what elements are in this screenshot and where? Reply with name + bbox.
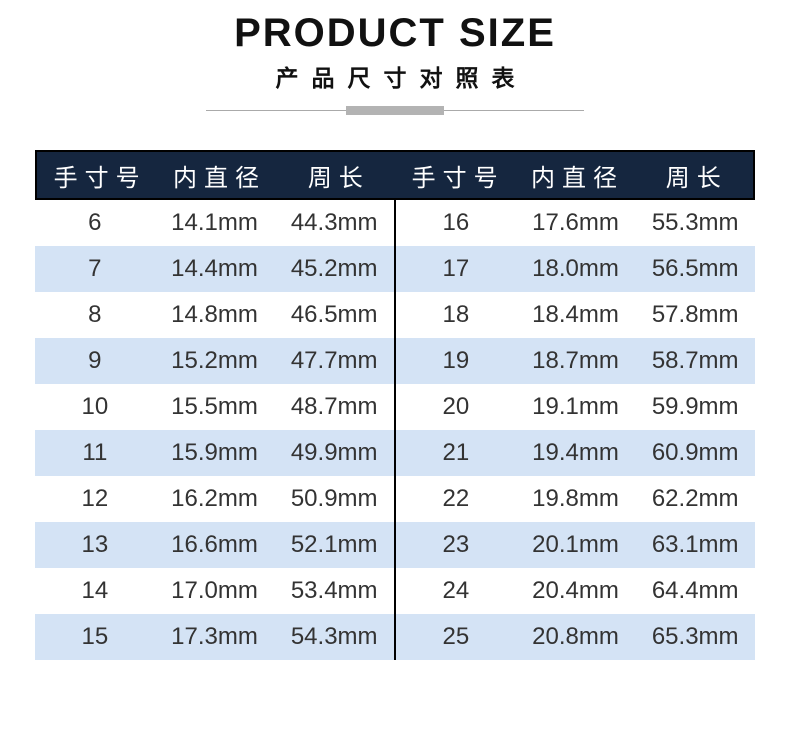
size-cell: 16	[442, 209, 470, 236]
table-row: 24 20.4mm 64.4mm	[396, 568, 755, 614]
size-cell: 17	[442, 255, 470, 282]
size-cell: 11	[82, 439, 108, 466]
diameter-cell: 19.8mm	[532, 485, 619, 512]
diameter-cell: 14.1mm	[171, 209, 258, 236]
diameter-cell: 18.0mm	[532, 255, 619, 282]
divider-center-bar	[346, 106, 444, 115]
diameter-cell: 17.6mm	[532, 209, 619, 236]
size-cell: 20	[442, 393, 470, 420]
diameter-cell: 20.4mm	[532, 577, 619, 604]
circumference-cell: 50.9mm	[290, 485, 378, 512]
size-cell: 22	[442, 485, 470, 512]
circumference-cell: 56.5mm	[651, 255, 739, 282]
circumference-cell: 54.3mm	[290, 623, 378, 650]
table-row: 18 18.4mm 57.8mm	[396, 292, 755, 338]
size-cell: 23	[442, 531, 470, 558]
header-cell-circumference-right: 周长	[665, 164, 728, 192]
circumference-cell: 55.3mm	[651, 209, 739, 236]
table-row: 16 17.6mm 55.3mm	[396, 200, 755, 246]
circumference-cell: 48.7mm	[290, 393, 378, 420]
size-cell: 24	[442, 577, 470, 604]
table-row: 15 17.3mm 54.3mm	[35, 614, 394, 660]
size-cell: 10	[81, 393, 109, 420]
diameter-cell: 16.2mm	[171, 485, 258, 512]
table-row: 17 18.0mm 56.5mm	[396, 246, 755, 292]
circumference-cell: 47.7mm	[290, 347, 378, 374]
diameter-cell: 14.8mm	[171, 301, 258, 328]
diameter-cell: 18.4mm	[532, 301, 619, 328]
table-row: 25 20.8mm 65.3mm	[396, 614, 755, 660]
size-cell: 9	[88, 347, 102, 374]
circumference-cell: 65.3mm	[651, 623, 739, 650]
table-row: 21 19.4mm 60.9mm	[396, 430, 755, 476]
table-row: 20 19.1mm 59.9mm	[396, 384, 755, 430]
circumference-cell: 49.9mm	[290, 439, 378, 466]
circumference-cell: 46.5mm	[290, 301, 378, 328]
size-cell: 21	[442, 439, 470, 466]
size-cell: 8	[88, 301, 102, 328]
diameter-cell: 14.4mm	[171, 255, 258, 282]
circumference-cell: 53.4mm	[290, 577, 378, 604]
table-header-row: 手寸号 内直径 周长 手寸号 内直径 周长	[35, 150, 755, 200]
circumference-cell: 57.8mm	[651, 301, 739, 328]
ring-size-table: 手寸号 内直径 周长 手寸号 内直径 周长 6 14.1mm 44.3mm 7 14.4…	[35, 150, 755, 660]
size-cell: 15	[81, 623, 109, 650]
title-divider	[206, 106, 584, 115]
table-row: 8 14.8mm 46.5mm	[35, 292, 394, 338]
header-cell-diameter-left: 内直径	[172, 164, 266, 192]
header-cell-diameter-right: 内直径	[530, 164, 624, 192]
circumference-cell: 59.9mm	[651, 393, 739, 420]
diameter-cell: 19.4mm	[532, 439, 619, 466]
circumference-cell: 60.9mm	[651, 439, 739, 466]
table-body: 6 14.1mm 44.3mm 7 14.4mm 45.2mm 8 14.8mm 46.5mm 9…	[35, 200, 755, 660]
diameter-cell: 15.2mm	[171, 347, 258, 374]
table-row: 9 15.2mm 47.7mm	[35, 338, 394, 384]
header-cell-size-left: 手寸号	[53, 164, 147, 192]
circumference-cell: 52.1mm	[290, 531, 378, 558]
table-row: 23 20.1mm 63.1mm	[396, 522, 755, 568]
size-cell: 25	[442, 623, 470, 650]
table-row: 22 19.8mm 62.2mm	[396, 476, 755, 522]
diameter-cell: 20.8mm	[532, 623, 619, 650]
page-title: PRODUCT SIZE	[234, 11, 556, 55]
diameter-cell: 19.1mm	[532, 393, 619, 420]
diameter-cell: 17.0mm	[171, 577, 258, 604]
table-row: 11 15.9mm 49.9mm	[35, 430, 394, 476]
header-cell-size-right: 手寸号	[411, 164, 505, 192]
circumference-cell: 64.4mm	[651, 577, 739, 604]
size-cell: 7	[88, 255, 102, 282]
header-cell-circumference-left: 周长	[307, 164, 370, 192]
size-cell: 14	[81, 577, 109, 604]
circumference-cell: 62.2mm	[651, 485, 739, 512]
size-cell: 19	[442, 347, 470, 374]
size-cell: 12	[81, 485, 109, 512]
table-row: 13 16.6mm 52.1mm	[35, 522, 394, 568]
table-right-half: 16 17.6mm 55.3mm 17 18.0mm 56.5mm 18 18.4mm 57.8…	[394, 200, 755, 660]
diameter-cell: 17.3mm	[171, 623, 258, 650]
table-row: 12 16.2mm 50.9mm	[35, 476, 394, 522]
table-row: 10 15.5mm 48.7mm	[35, 384, 394, 430]
circumference-cell: 44.3mm	[290, 209, 378, 236]
size-cell: 6	[88, 209, 102, 236]
table-left-half: 6 14.1mm 44.3mm 7 14.4mm 45.2mm 8 14.8mm 46.5mm 9…	[35, 200, 394, 660]
table-row: 7 14.4mm 45.2mm	[35, 246, 394, 292]
table-row: 6 14.1mm 44.3mm	[35, 200, 394, 246]
table-row: 19 18.7mm 58.7mm	[396, 338, 755, 384]
size-cell: 18	[442, 301, 470, 328]
diameter-cell: 15.5mm	[171, 393, 258, 420]
diameter-cell: 16.6mm	[171, 531, 258, 558]
diameter-cell: 15.9mm	[171, 439, 258, 466]
diameter-cell: 20.1mm	[532, 531, 619, 558]
page-subtitle: 产品尺寸对照表	[275, 65, 528, 91]
table-row: 14 17.0mm 53.4mm	[35, 568, 394, 614]
circumference-cell: 45.2mm	[290, 255, 378, 282]
diameter-cell: 18.7mm	[532, 347, 619, 374]
circumference-cell: 63.1mm	[651, 531, 739, 558]
size-cell: 13	[81, 531, 109, 558]
circumference-cell: 58.7mm	[651, 347, 739, 374]
